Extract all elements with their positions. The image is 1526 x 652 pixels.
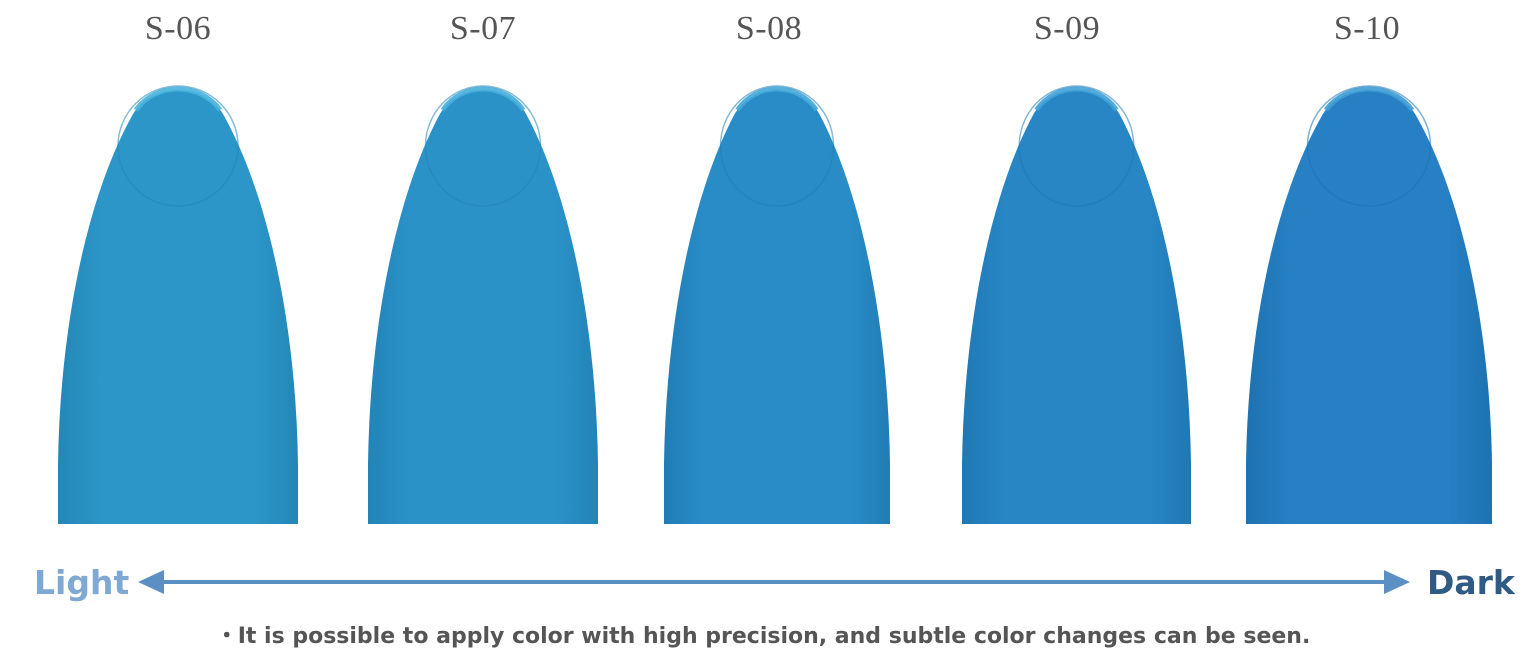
sample-label-s08: S-08 (735, 10, 803, 47)
sample-label-s09: S-09 (1033, 10, 1101, 47)
sample-label-s06: S-06 (144, 10, 212, 47)
nail-outline (1018, 85, 1135, 207)
light-to-dark-arrow (138, 570, 1410, 594)
arrow-head-right (1384, 570, 1410, 594)
footnote: ・It is possible to apply color with high… (215, 624, 1311, 649)
scale-light-label: Light (34, 563, 130, 602)
sample-swatch-s10 (1246, 74, 1492, 524)
sample-swatch-s07 (368, 74, 598, 524)
fingertip-tip-highlight (133, 86, 223, 112)
nail-outline (117, 85, 239, 207)
arrow-head-left (138, 570, 164, 594)
sample-label-s10: S-10 (1333, 10, 1401, 47)
sample-swatch-s06 (58, 74, 298, 524)
fingertip-shape (962, 85, 1191, 524)
fingertip-body (962, 90, 1191, 524)
fingertip-shape (664, 85, 890, 524)
sample-swatch-s09 (962, 74, 1191, 524)
fingertip-body (664, 90, 890, 524)
fingertip-shape (368, 85, 598, 524)
sample-swatch-s08 (664, 74, 890, 524)
fingertip-shape (58, 85, 298, 524)
fingertip-body (1246, 90, 1492, 524)
fingertip-body (368, 90, 598, 524)
scale-dark-label: Dark (1427, 563, 1515, 602)
fingertip-tip-highlight (1323, 86, 1415, 112)
sample-label-s07: S-07 (449, 10, 517, 47)
fingertip-body (58, 90, 298, 524)
nail-outline (424, 85, 542, 207)
fingertip-shape (1246, 85, 1492, 524)
fingertip-tip-highlight (735, 86, 819, 112)
fingertip-tip-highlight (440, 86, 526, 112)
nail-outline (719, 85, 835, 207)
nail-outline (1306, 85, 1432, 207)
fingertip-tip-highlight (1034, 86, 1119, 112)
